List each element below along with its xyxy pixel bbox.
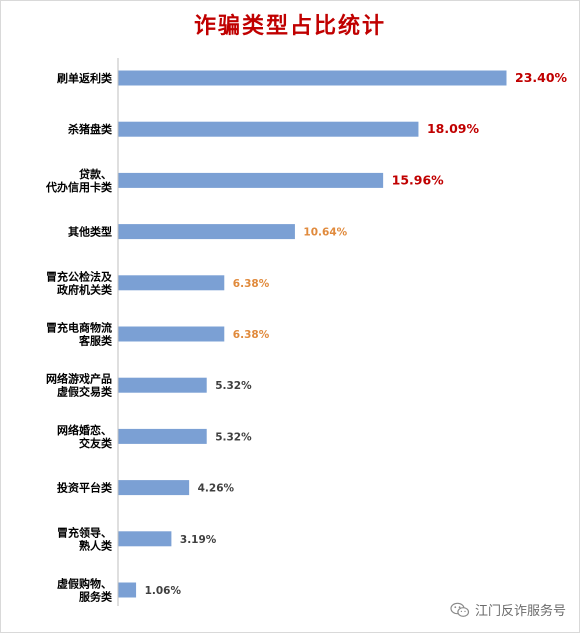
bar — [118, 172, 384, 188]
bar — [118, 70, 507, 86]
data-label: 4.26% — [198, 483, 235, 495]
bar — [118, 531, 172, 547]
category-label: 冒充领导、 — [57, 525, 112, 539]
category-label: 交友类 — [79, 436, 113, 450]
watermark-text: 江门反诈服务号 — [474, 604, 566, 619]
data-label: 1.06% — [145, 585, 182, 597]
category-label: 其他类型 — [68, 225, 112, 239]
data-label: 6.38% — [233, 329, 270, 341]
bar — [118, 224, 295, 240]
bar — [118, 428, 207, 444]
bar — [118, 480, 190, 496]
data-label: 18.09% — [427, 121, 480, 136]
data-label: 5.32% — [215, 431, 252, 443]
chart-title: 诈骗类型占比统计 — [193, 13, 386, 39]
category-label: 网络婚恋、 — [57, 423, 112, 437]
category-label: 政府机关类 — [57, 282, 113, 296]
bar — [118, 275, 225, 291]
bar — [118, 121, 419, 137]
category-label: 熟人类 — [79, 538, 113, 552]
category-label: 冒充电商物流 — [46, 321, 112, 335]
category-label: 代办信用卡类 — [45, 180, 113, 194]
watermark: 江门反诈服务号 — [450, 600, 566, 619]
category-label: 投资平台类 — [57, 481, 113, 495]
data-label: 6.38% — [233, 278, 270, 290]
bar — [118, 582, 137, 598]
data-label: 10.64% — [303, 227, 347, 239]
bar — [118, 377, 207, 393]
category-label: 虚假购物、 — [57, 577, 112, 591]
data-label: 5.32% — [215, 380, 252, 392]
category-label: 杀猪盘类 — [68, 122, 113, 136]
category-label: 虚假交易类 — [57, 385, 113, 399]
category-label: 客服类 — [78, 334, 113, 348]
category-label: 冒充公检法及 — [46, 269, 113, 283]
category-label: 贷款、 — [79, 167, 112, 181]
wechat-icon — [450, 602, 470, 617]
data-label: 15.96% — [392, 172, 445, 187]
data-label: 23.40% — [515, 70, 568, 85]
bar — [118, 326, 225, 342]
category-label: 服务类 — [79, 590, 113, 604]
category-label: 刷单返利类 — [57, 71, 113, 85]
category-label: 网络游戏产品 — [46, 372, 112, 386]
data-label: 3.19% — [180, 534, 217, 546]
